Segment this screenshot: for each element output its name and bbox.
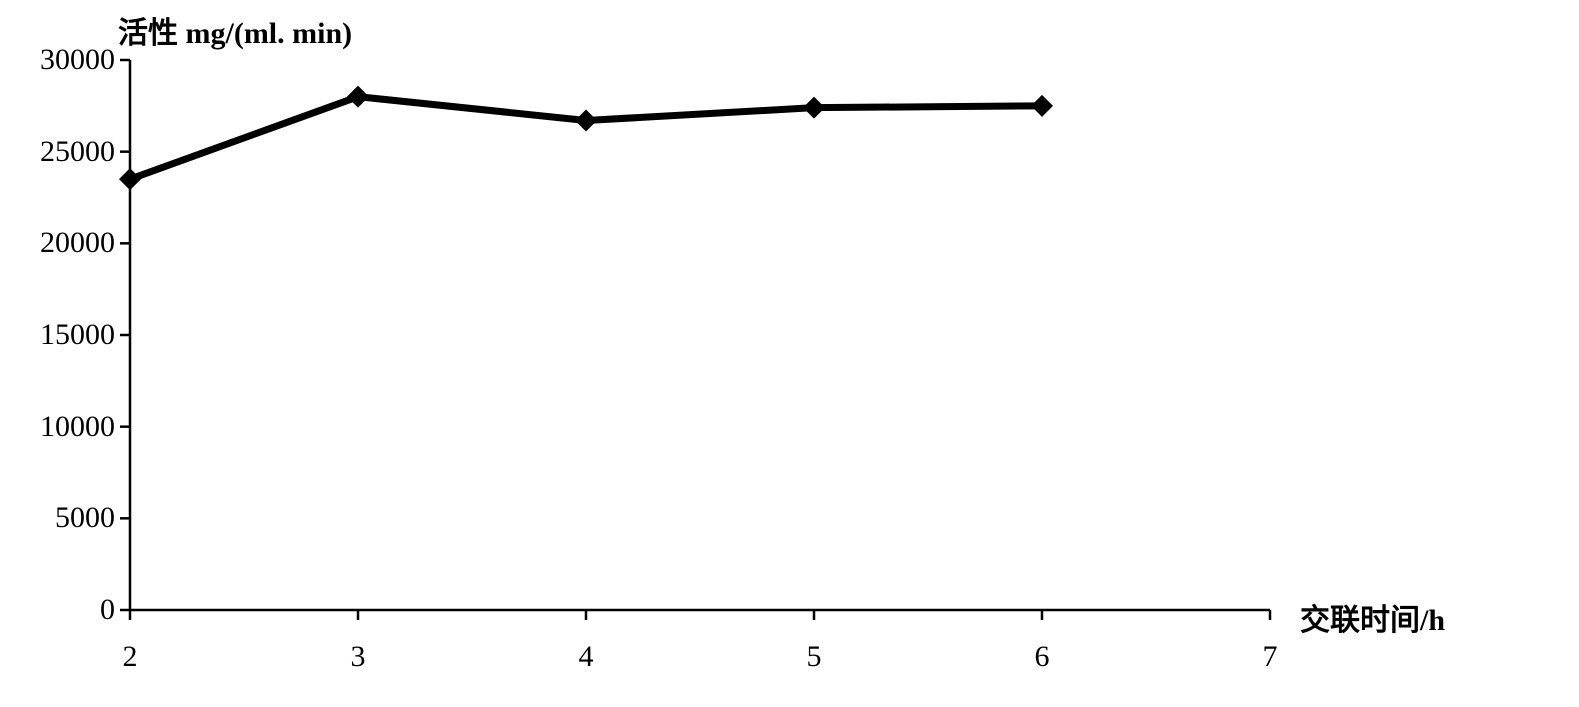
- y-tick-label: 25000: [5, 135, 115, 169]
- data-marker: [119, 168, 141, 190]
- x-tick-label: 7: [1250, 640, 1290, 674]
- y-tick-label: 10000: [5, 410, 115, 444]
- x-tick-label: 3: [338, 640, 378, 674]
- y-tick-label: 15000: [5, 318, 115, 352]
- data-marker: [347, 86, 369, 108]
- y-tick-label: 5000: [5, 501, 115, 535]
- x-tick-label: 5: [794, 640, 834, 674]
- data-marker: [1031, 95, 1053, 117]
- x-tick-label: 4: [566, 640, 606, 674]
- y-tick-label: 20000: [5, 226, 115, 260]
- line-chart: [0, 0, 1579, 707]
- data-marker: [575, 110, 597, 132]
- data-marker: [803, 97, 825, 119]
- y-tick-label: 30000: [5, 43, 115, 77]
- chart-container: 活性 mg/(ml. min) 交联时间/h 05000100001500020…: [0, 0, 1579, 707]
- y-tick-label: 0: [5, 593, 115, 627]
- x-tick-label: 2: [110, 640, 150, 674]
- x-tick-label: 6: [1022, 640, 1062, 674]
